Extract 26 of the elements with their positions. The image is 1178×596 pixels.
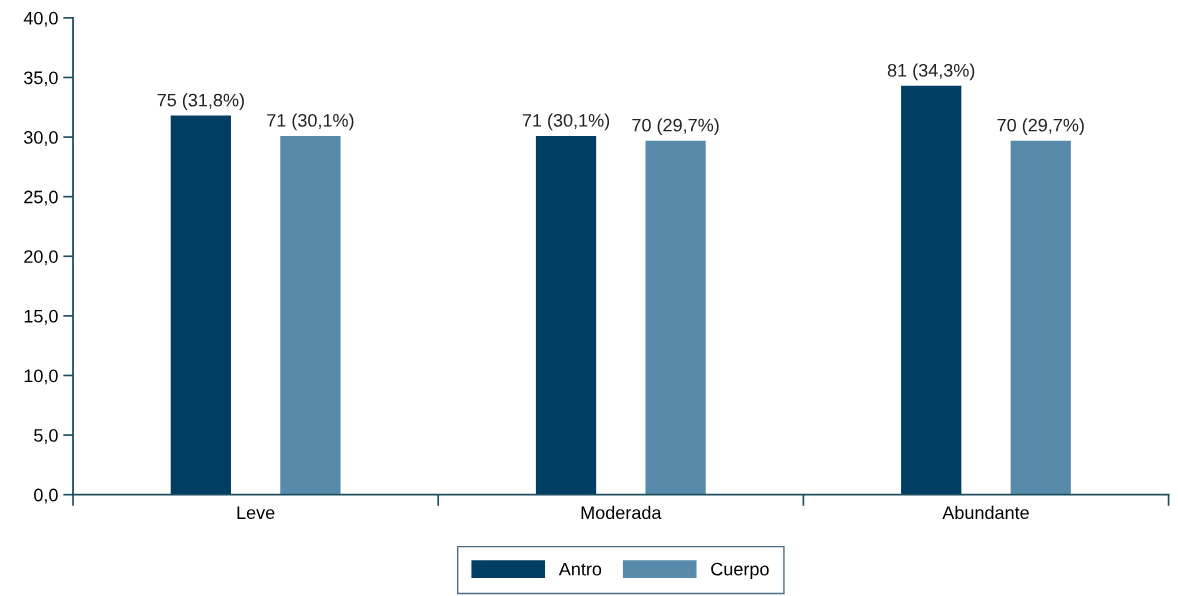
legend-label: Cuerpo [711,562,769,580]
bar [645,140,706,495]
y-tick-label: 30,0 [24,131,58,146]
y-tick-label: 5,0 [34,429,58,444]
bar [280,135,341,495]
y-tick-label: 20,0 [24,250,58,266]
bar [901,85,962,495]
legend-label: Antro [558,562,602,576]
data-label: 70 (29,7%) [997,118,1084,136]
data-label: 81 (34,3%) [887,63,975,81]
data-label: 71 (30,1%) [522,113,610,131]
y-tick-label: 0,0 [34,488,58,504]
x-tick-label: Moderada [581,505,662,520]
y-tick-label: 25,0 [24,190,58,206]
y-tick-label: 40,0 [23,11,58,27]
bar [535,135,597,495]
data-label: 75 (31,8%) [157,93,244,111]
data-label: 70 (29,7%) [632,118,719,136]
bar [1010,140,1071,495]
bar [170,115,231,495]
x-tick-label: Abundante [942,505,1029,520]
y-tick-label: 35,0 [24,71,58,87]
y-tick-label: 10,0 [24,369,58,385]
y-tick-label: 15,0 [24,309,58,325]
x-tick-label: Leve [237,506,275,520]
data-label: 71 (30,1%) [267,113,354,131]
